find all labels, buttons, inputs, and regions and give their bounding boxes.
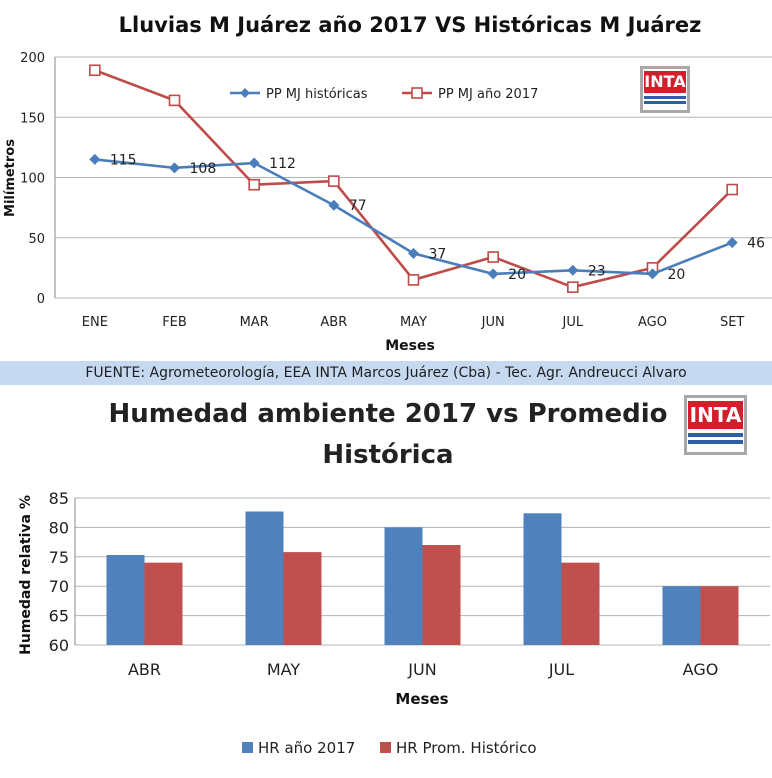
bar-chart-legend: HR año 2017 HR Prom. Histórico bbox=[242, 739, 537, 757]
bar bbox=[283, 552, 322, 645]
x-tick-label: SET bbox=[720, 315, 744, 330]
x-tick-label: FEB bbox=[162, 315, 187, 330]
legend-label: HR Prom. Histórico bbox=[396, 739, 537, 757]
bar-chart-title-line2: Histórica bbox=[322, 440, 453, 470]
source-caption: FUENTE: Agrometeorología, EEA INTA Marco… bbox=[0, 361, 772, 385]
bar bbox=[422, 545, 461, 645]
bar-chart-y-ticks: 60 65 70 75 80 85 bbox=[49, 489, 69, 655]
data-label: 77 bbox=[349, 198, 367, 214]
line-chart-grid bbox=[54, 56, 772, 299]
y-tick-label: 85 bbox=[49, 489, 69, 508]
y-tick-label: 65 bbox=[49, 607, 69, 626]
legend-swatch bbox=[380, 742, 391, 753]
bar bbox=[384, 527, 423, 645]
legend-marker bbox=[411, 87, 423, 99]
legend-label: PP MJ año 2017 bbox=[438, 87, 538, 102]
data-label: 23 bbox=[588, 263, 606, 279]
x-tick-label: JUN bbox=[407, 660, 436, 679]
data-point bbox=[647, 268, 658, 280]
data-point bbox=[407, 274, 420, 286]
x-tick-label: ABR bbox=[320, 315, 347, 330]
bar bbox=[245, 511, 284, 645]
data-point bbox=[248, 157, 260, 169]
bar-chart-y-axis-label: Humedad relativa % bbox=[18, 495, 34, 655]
inta-logo-text: INTA bbox=[644, 71, 686, 93]
y-tick-label: 0 bbox=[37, 292, 45, 307]
x-tick-label: MAY bbox=[267, 660, 301, 679]
x-tick-label: MAR bbox=[240, 315, 269, 330]
y-tick-label: 70 bbox=[49, 577, 69, 596]
inta-logo-2: INTA bbox=[684, 395, 747, 455]
data-label: 115 bbox=[110, 152, 137, 168]
bar bbox=[700, 586, 739, 645]
line-chart-series: 115 108 112 77 37 20 23 20 46 bbox=[89, 64, 765, 293]
humidity-bar-chart: Humedad ambiente 2017 vs Promedio Histór… bbox=[18, 399, 770, 757]
x-tick-label: AGO bbox=[638, 315, 667, 330]
rainfall-line-chart: Lluvias M Juárez año 2017 VS Históricas … bbox=[3, 13, 772, 354]
rainfall-chart-panel: Lluvias M Juárez año 2017 VS Históricas … bbox=[0, 0, 772, 358]
data-point bbox=[726, 183, 738, 196]
legend-swatch bbox=[242, 742, 253, 753]
x-tick-label: JUL bbox=[562, 315, 584, 330]
y-tick-label: 50 bbox=[28, 232, 45, 247]
data-label: 37 bbox=[429, 246, 447, 262]
data-point bbox=[408, 247, 419, 259]
data-point bbox=[248, 178, 260, 191]
bar-chart-title-line1: Humedad ambiente 2017 vs Promedio bbox=[109, 399, 668, 429]
legend-label: PP MJ históricas bbox=[266, 87, 368, 102]
data-point bbox=[169, 162, 180, 174]
data-point bbox=[726, 237, 738, 249]
y-tick-label: 75 bbox=[49, 548, 69, 567]
line-chart-y-ticks: 0 50 100 150 200 bbox=[20, 51, 45, 307]
data-label: 112 bbox=[269, 156, 296, 172]
y-tick-label: 100 bbox=[20, 172, 45, 187]
bar bbox=[662, 586, 701, 645]
data-point bbox=[567, 281, 579, 293]
legend-marker bbox=[240, 88, 250, 98]
data-point bbox=[328, 175, 340, 187]
data-point bbox=[487, 268, 499, 280]
legend-label: HR año 2017 bbox=[258, 739, 355, 757]
data-point bbox=[89, 153, 101, 165]
line-chart-title: Lluvias M Juárez año 2017 VS Históricas … bbox=[119, 13, 702, 37]
data-point bbox=[487, 251, 499, 263]
data-point bbox=[328, 199, 340, 211]
bar bbox=[561, 562, 600, 645]
data-point bbox=[567, 264, 579, 276]
bar-chart-x-axis-label: Meses bbox=[395, 690, 448, 708]
x-tick-label: JUN bbox=[481, 315, 505, 330]
inta-logo: INTA bbox=[640, 66, 690, 113]
bar bbox=[523, 513, 562, 645]
x-tick-label: ABR bbox=[128, 660, 161, 679]
bar bbox=[144, 562, 183, 645]
bar bbox=[106, 555, 145, 645]
data-point bbox=[89, 64, 101, 77]
y-tick-label: 150 bbox=[20, 111, 45, 126]
y-tick-label: 60 bbox=[49, 636, 69, 655]
data-label: 20 bbox=[668, 267, 686, 283]
data-label: 108 bbox=[190, 161, 217, 177]
y-tick-label: 200 bbox=[20, 51, 45, 66]
line-chart-legend: PP MJ históricas PP MJ año 2017 bbox=[230, 87, 538, 102]
bar-chart-bars bbox=[106, 511, 739, 645]
data-point bbox=[168, 94, 181, 107]
line-chart-x-ticks: ENE FEB MAR ABR MAY JUN JUL AGO SET bbox=[82, 315, 745, 330]
x-tick-label: AGO bbox=[683, 660, 719, 679]
x-tick-label: MAY bbox=[400, 315, 427, 330]
data-label: 20 bbox=[508, 267, 526, 283]
inta-logo-2-text: INTA bbox=[688, 401, 743, 429]
bar-chart-grid bbox=[74, 497, 770, 646]
data-label: 46 bbox=[747, 236, 765, 252]
bar-chart-x-ticks: ABR MAY JUN JUL AGO bbox=[128, 660, 718, 679]
humidity-chart-panel: Humedad ambiente 2017 vs Promedio Histór… bbox=[0, 386, 772, 774]
x-tick-label: ENE bbox=[82, 315, 108, 330]
line-chart-x-axis-label: Meses bbox=[385, 338, 435, 354]
x-tick-label: JUL bbox=[548, 660, 574, 679]
y-tick-label: 80 bbox=[49, 518, 69, 537]
line-chart-y-axis-label: Milímetros bbox=[3, 139, 18, 217]
